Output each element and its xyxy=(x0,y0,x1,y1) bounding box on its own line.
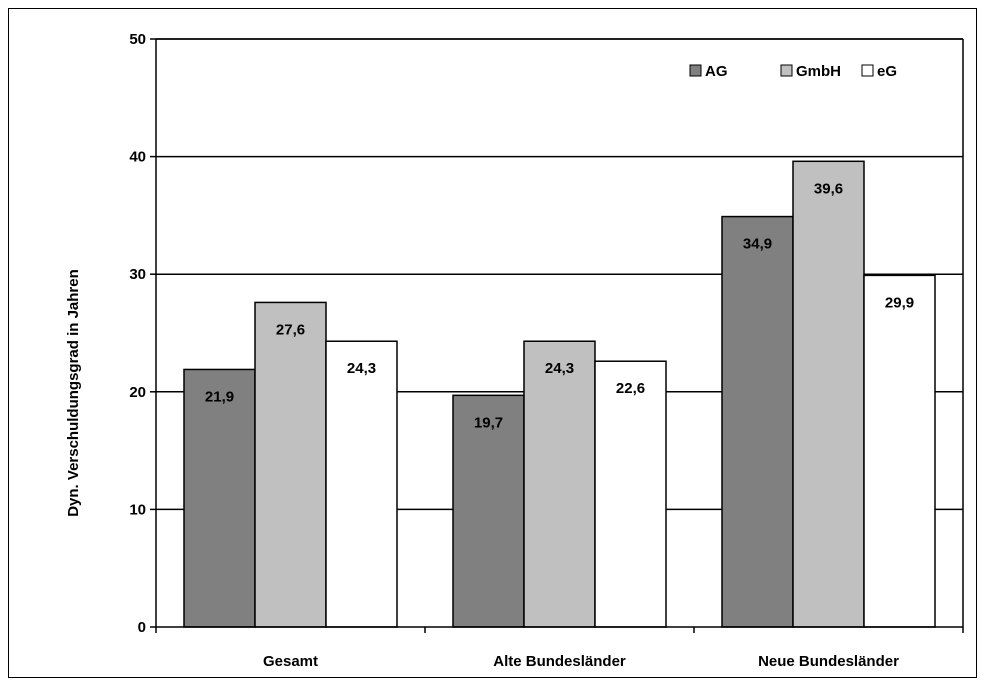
data-label: 34,9 xyxy=(743,236,772,253)
legend-swatch-eg xyxy=(861,64,874,77)
y-tick-labels: 0 10 20 30 40 50 xyxy=(129,31,146,636)
x-tick-label: Neue Bundesländer xyxy=(758,653,899,670)
y-tick-label: 0 xyxy=(138,619,146,636)
bar-gmbh-0 xyxy=(254,301,327,628)
legend-swatch-ag xyxy=(689,64,702,77)
data-label: 27,6 xyxy=(276,321,305,338)
bar-ag-0 xyxy=(183,368,256,628)
legend: AG GmbH eG xyxy=(689,63,897,80)
data-label: 24,3 xyxy=(347,360,376,377)
x-tick-label: Alte Bundesländer xyxy=(493,653,626,670)
bars xyxy=(183,160,936,628)
data-label: 19,7 xyxy=(474,414,503,431)
data-label: 39,6 xyxy=(814,180,843,197)
axes xyxy=(150,38,964,633)
bar-ag-2 xyxy=(721,215,794,628)
legend-label-ag: AG xyxy=(705,63,728,80)
y-tick-label: 20 xyxy=(129,384,146,401)
y-tick-label: 10 xyxy=(129,501,146,518)
legend-swatch-gmbh xyxy=(780,64,793,77)
data-labels: 21,9 27,6 24,3 19,7 24,3 22,6 34,9 39,6 29,9 xyxy=(205,180,914,431)
bar-eg-2 xyxy=(863,274,936,628)
data-label: 24,3 xyxy=(545,360,574,377)
legend-label-eg: eG xyxy=(877,63,897,80)
x-tick-label: Gesamt xyxy=(263,653,318,670)
data-label: 29,9 xyxy=(885,294,914,311)
legend-label-gmbh: GmbH xyxy=(796,63,841,80)
y-axis-label: Dyn. Verschuldungsgrad in Jahren xyxy=(65,269,82,517)
bar-gmbh-2 xyxy=(792,160,865,628)
bar-gmbh-1 xyxy=(523,340,596,628)
y-tick-label: 30 xyxy=(129,266,146,283)
y-tick-label: 50 xyxy=(129,31,146,48)
x-tick-labels: Gesamt Alte Bundesländer Neue Bundesländer xyxy=(263,653,899,670)
y-tick-label: 40 xyxy=(129,149,146,166)
data-label: 22,6 xyxy=(616,380,645,397)
bar-eg-0 xyxy=(325,340,398,628)
data-label: 21,9 xyxy=(205,388,234,405)
bar-eg-1 xyxy=(594,360,667,628)
